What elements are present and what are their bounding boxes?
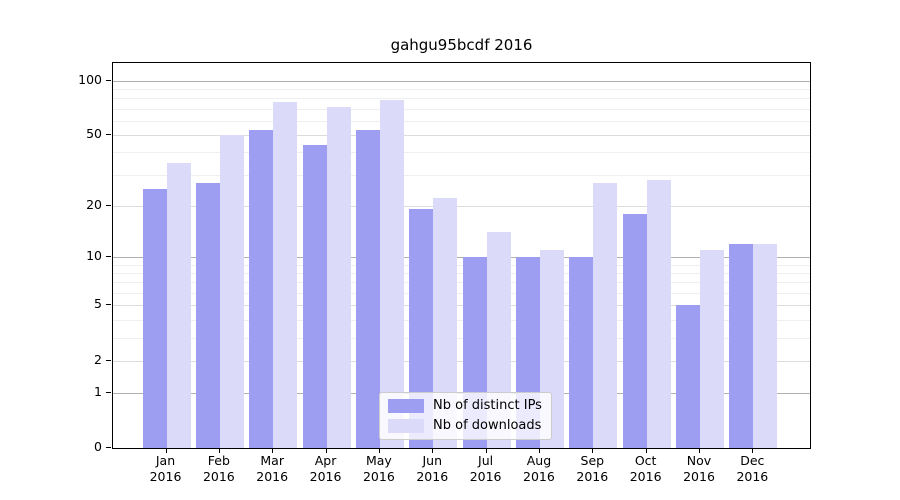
x-tick-may bbox=[378, 449, 380, 453]
bar-downloads-feb bbox=[219, 134, 244, 448]
x-tick-jan bbox=[165, 449, 167, 453]
x-tick-label-month-dec: Dec bbox=[740, 453, 765, 468]
bar-distinct-ips-oct bbox=[622, 213, 647, 448]
gridline-minor-30 bbox=[113, 174, 810, 176]
gridline-minor-40 bbox=[113, 152, 810, 154]
x-tick-aug bbox=[538, 449, 540, 453]
x-tick-label-year-jan: 2016 bbox=[149, 469, 182, 484]
x-tick-label-year-sep: 2016 bbox=[576, 469, 609, 484]
y-tick-label-10: 10 bbox=[86, 248, 102, 264]
gridline-major-100 bbox=[113, 80, 810, 82]
x-tick-label-month-jul: Jul bbox=[478, 453, 494, 468]
y-tick-50 bbox=[106, 133, 111, 135]
legend-entry-distinct-ips: Nb of distinct IPs bbox=[388, 398, 542, 414]
gridline-major-10 bbox=[113, 257, 810, 259]
gridline-minor-8 bbox=[113, 273, 810, 275]
x-tick-label-month-mar: Mar bbox=[260, 453, 284, 468]
y-tick-label-50: 50 bbox=[86, 125, 102, 141]
gridline-minor-90 bbox=[113, 88, 810, 90]
gridline-minor-9 bbox=[113, 264, 810, 266]
bar-downloads-oct bbox=[646, 179, 671, 448]
y-tick-1 bbox=[106, 391, 111, 393]
bar-downloads-dec bbox=[753, 243, 778, 448]
y-tick-10 bbox=[106, 256, 111, 258]
gridline-20 bbox=[113, 205, 810, 207]
plot-area: Nb of distinct IPs Nb of downloads bbox=[112, 62, 811, 449]
x-tick-oct bbox=[645, 449, 647, 453]
bar-distinct-ips-dec bbox=[729, 243, 754, 448]
x-tick-label-year-feb: 2016 bbox=[202, 469, 235, 484]
legend-entry-downloads: Nb of downloads bbox=[388, 418, 542, 434]
y-tick-2 bbox=[106, 359, 111, 361]
x-tick-nov bbox=[699, 449, 700, 453]
y-tick-label-100: 100 bbox=[78, 71, 102, 87]
x-tick-jun bbox=[432, 449, 434, 453]
x-tick-label-year-apr: 2016 bbox=[309, 469, 342, 484]
gridline-50 bbox=[113, 134, 810, 136]
x-tick-label-year-jul: 2016 bbox=[469, 469, 502, 484]
legend-label-downloads: Nb of downloads bbox=[433, 418, 542, 433]
bar-distinct-ips-sep bbox=[569, 257, 594, 448]
x-tick-apr bbox=[325, 449, 327, 453]
bar-distinct-ips-jan bbox=[142, 188, 167, 448]
x-tick-feb bbox=[218, 449, 220, 453]
bar-downloads-sep bbox=[593, 182, 618, 448]
legend-label-distinct-ips: Nb of distinct IPs bbox=[433, 398, 542, 413]
x-tick-label-month-feb: Feb bbox=[207, 453, 230, 468]
y-tick-label-2: 2 bbox=[94, 351, 102, 367]
y-tick-20 bbox=[106, 204, 111, 206]
legend-swatch-distinct-ips bbox=[388, 399, 424, 413]
x-tick-label-month-may: May bbox=[365, 453, 392, 468]
bar-distinct-ips-mar bbox=[249, 130, 274, 448]
legend: Nb of distinct IPs Nb of downloads bbox=[379, 392, 552, 440]
gridline-5 bbox=[113, 305, 810, 307]
gridline-minor-60 bbox=[113, 120, 810, 122]
bar-downloads-may bbox=[379, 100, 404, 448]
x-tick-label-year-oct: 2016 bbox=[629, 469, 662, 484]
bar-downloads-nov bbox=[700, 250, 724, 448]
y-tick-label-5: 5 bbox=[94, 296, 102, 312]
x-tick-label-month-oct: Oct bbox=[634, 453, 657, 468]
x-tick-label-month-aug: Aug bbox=[526, 453, 552, 468]
bar-downloads-apr bbox=[326, 107, 351, 448]
x-tick-label-year-jun: 2016 bbox=[416, 469, 449, 484]
gridline-minor-70 bbox=[113, 108, 810, 110]
gridline-minor-4 bbox=[113, 319, 810, 321]
x-tick-label-month-jan: Jan bbox=[155, 453, 176, 468]
bar-downloads-mar bbox=[273, 102, 298, 448]
gridline-minor-6 bbox=[113, 293, 810, 295]
gridline-minor-7 bbox=[113, 282, 810, 284]
x-tick-jul bbox=[485, 449, 487, 453]
bar-distinct-ips-feb bbox=[195, 182, 220, 448]
y-tick-label-0: 0 bbox=[94, 439, 102, 454]
x-tick-mar bbox=[272, 449, 274, 453]
y-tick-5 bbox=[106, 304, 111, 306]
bar-distinct-ips-may bbox=[355, 130, 380, 448]
x-tick-sep bbox=[592, 449, 594, 453]
gridline-minor-80 bbox=[113, 98, 810, 100]
x-tick-label-month-sep: Sep bbox=[580, 453, 605, 468]
x-tick-label-year-nov: 2016 bbox=[683, 469, 715, 484]
legend-swatch-downloads bbox=[388, 419, 424, 433]
x-tick-label-year-dec: 2016 bbox=[736, 469, 769, 484]
y-tick-label-1: 1 bbox=[94, 383, 102, 399]
y-tick-0 bbox=[106, 447, 111, 448]
y-tick-label-20: 20 bbox=[86, 196, 102, 212]
bar-distinct-ips-apr bbox=[302, 144, 327, 448]
x-tick-label-month-apr: Apr bbox=[314, 453, 337, 468]
x-tick-label-month-nov: Nov bbox=[686, 453, 712, 468]
x-tick-label-year-mar: 2016 bbox=[256, 469, 289, 484]
x-tick-label-month-jun: Jun bbox=[422, 453, 443, 468]
chart-title: gahgu95bcdf 2016 bbox=[390, 36, 533, 54]
x-tick-dec bbox=[752, 449, 754, 453]
gridline-2 bbox=[113, 360, 810, 362]
gridline-minor-3 bbox=[113, 337, 810, 339]
x-tick-label-year-may: 2016 bbox=[362, 469, 395, 484]
y-tick-100 bbox=[106, 79, 111, 81]
x-tick-label-year-aug: 2016 bbox=[523, 469, 555, 484]
bar-downloads-jan bbox=[166, 162, 191, 448]
bar-distinct-ips-nov bbox=[676, 305, 700, 448]
